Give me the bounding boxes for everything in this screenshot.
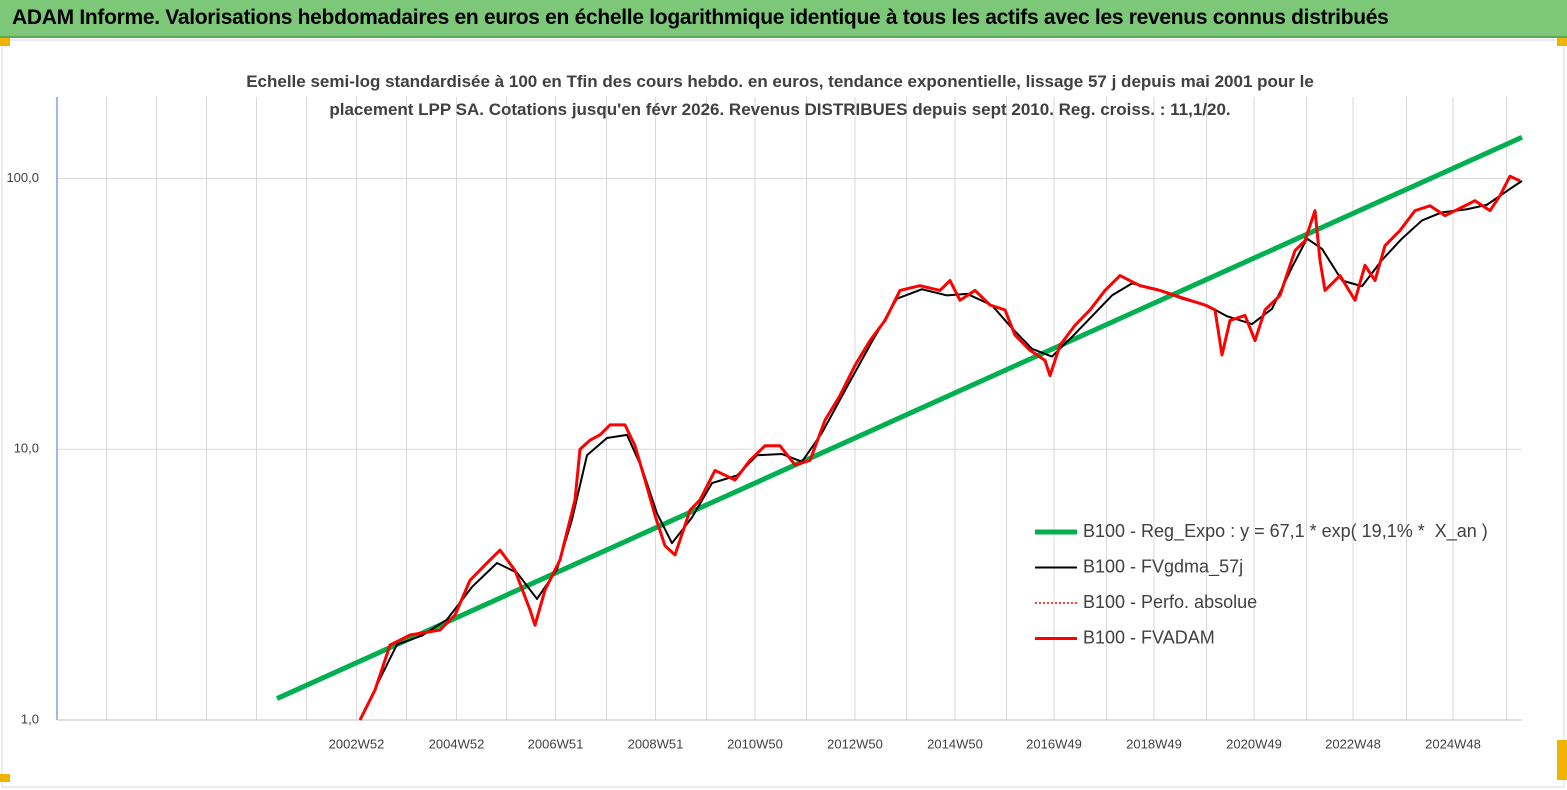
x-tick-label: 2016W49 — [1026, 736, 1082, 751]
series-line — [359, 175, 1521, 721]
x-tick-label: 2010W50 — [727, 736, 783, 751]
x-tick-label: 2006W51 — [528, 736, 584, 751]
y-tick-label: 100,0 — [6, 170, 39, 185]
y-tick-label: 1,0 — [21, 711, 39, 726]
x-tick-label: 2004W52 — [429, 736, 485, 751]
x-tick-label: 2024W48 — [1425, 736, 1481, 751]
y-tick-label: 10,0 — [14, 441, 39, 456]
x-tick-label: 2002W52 — [329, 736, 385, 751]
x-tick-label: 2008W51 — [628, 736, 684, 751]
x-tick-label: 2022W48 — [1325, 736, 1381, 751]
series-line — [358, 174, 1521, 721]
series-line — [275, 134, 1524, 701]
x-tick-label: 2014W50 — [927, 736, 983, 751]
corner-marker — [1557, 740, 1567, 780]
chart-title: Echelle semi-log standardisée à 100 en T… — [246, 72, 1314, 119]
legend-label: B100 - Reg_Expo : y = 67,1 * exp( 19,1% … — [1083, 521, 1488, 542]
legend-label: B100 - Perfo. absolue — [1083, 592, 1257, 612]
x-tick-label: 2012W50 — [827, 736, 883, 751]
legend-label: B100 - FVADAM — [1083, 627, 1215, 647]
corner-marker — [0, 774, 10, 782]
corner-marker — [1557, 38, 1567, 46]
x-tick-label: 2018W49 — [1126, 736, 1182, 751]
series-line — [376, 180, 1523, 686]
x-tick-label: 2020W49 — [1226, 736, 1282, 751]
corner-marker — [0, 38, 10, 46]
chart-frame — [1, 39, 1565, 788]
legend-label: B100 - FVgdma_57j — [1083, 556, 1243, 577]
header-title: ADAM Informe. Valorisations hebdomadaire… — [0, 0, 1567, 38]
